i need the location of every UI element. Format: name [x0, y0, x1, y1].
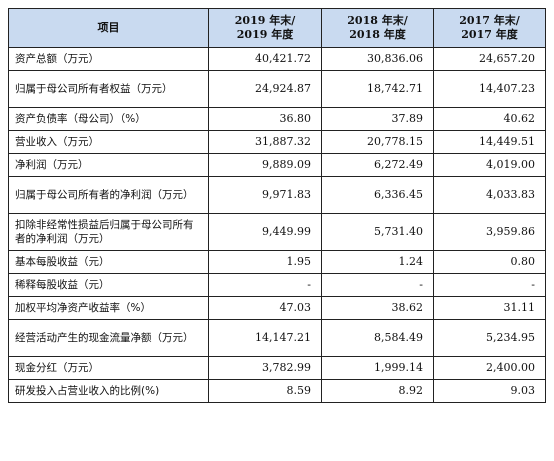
- header-period-3: 2017 年末/2017 年度: [433, 8, 546, 48]
- row-value: 2,400.00: [433, 356, 546, 380]
- row-value: 4,019.00: [433, 153, 546, 177]
- table-row: 资产负债率（母公司）（%） 36.80 37.89 40.62: [8, 107, 546, 131]
- row-value: 0.80: [433, 250, 546, 274]
- row-value: 14,147.21: [208, 319, 322, 357]
- row-value: 31,887.32: [208, 130, 322, 154]
- table-row: 稀释每股收益（元） - - -: [8, 273, 546, 297]
- header-line: 2018 年末/: [347, 14, 408, 27]
- row-value: -: [433, 273, 546, 297]
- header-item: 项目: [8, 8, 209, 48]
- table-row: 加权平均净资产收益率（%） 47.03 38.62 31.11: [8, 296, 546, 320]
- row-value: 6,272.49: [321, 153, 434, 177]
- table-row: 基本每股收益（元） 1.95 1.24 0.80: [8, 250, 546, 274]
- row-value: 1,999.14: [321, 356, 434, 380]
- header-line: 2019 年度: [236, 28, 294, 41]
- table-row: 现金分红（万元） 3,782.99 1,999.14 2,400.00: [8, 356, 546, 380]
- row-value: 9.03: [433, 379, 546, 403]
- row-value: 14,407.23: [433, 70, 546, 108]
- header-line: 项目: [97, 21, 120, 34]
- row-value: 8.92: [321, 379, 434, 403]
- row-value: 37.89: [321, 107, 434, 131]
- header-line: 2019 年末/: [234, 14, 296, 27]
- row-label: 基本每股收益（元）: [8, 250, 209, 274]
- header-period-2: 2018 年末/2018 年度: [321, 8, 434, 48]
- row-value: 36.80: [208, 107, 322, 131]
- row-value: 40.62: [433, 107, 546, 131]
- row-label: 资产负债率（母公司）（%）: [8, 107, 209, 131]
- table-row: 经营活动产生的现金流量净额（万元） 14,147.21 8,584.49 5,234.…: [8, 319, 546, 357]
- row-label: 净利润（万元）: [8, 153, 209, 177]
- row-value: 3,959.86: [433, 213, 546, 251]
- table-row: 归属于母公司所有者的净利润（万元） 9,971.83 6,336.45 4,033.8…: [8, 176, 546, 214]
- row-value: 38.62: [321, 296, 434, 320]
- row-value: 3,782.99: [208, 356, 322, 380]
- header-line: 2018 年度: [349, 28, 406, 41]
- row-value: 14,449.51: [433, 130, 546, 154]
- row-value: 8.59: [208, 379, 322, 403]
- row-value: 31.11: [433, 296, 546, 320]
- row-value: 1.95: [208, 250, 322, 274]
- row-value: 8,584.49: [321, 319, 434, 357]
- table-body: 资产总额（万元） 40,421.72 30,836.06 24,657.20 归属于母公…: [8, 47, 546, 403]
- row-label: 营业收入（万元）: [8, 130, 209, 154]
- row-label: 研发投入占营业收入的比例(%): [8, 379, 209, 403]
- row-label: 加权平均净资产收益率（%）: [8, 296, 209, 320]
- row-value: 1.24: [321, 250, 434, 274]
- row-value: 5,234.95: [433, 319, 546, 357]
- table-row: 营业收入（万元） 31,887.32 20,778.15 14,449.51: [8, 130, 546, 154]
- table-row: 归属于母公司所有者权益（万元） 24,924.87 18,742.71 14,407.…: [8, 70, 546, 108]
- row-value: 20,778.15: [321, 130, 434, 154]
- table-row: 研发投入占营业收入的比例(%) 8.59 8.92 9.03: [8, 379, 546, 403]
- header-period-1: 2019 年末/2019 年度: [208, 8, 322, 48]
- row-value: 6,336.45: [321, 176, 434, 214]
- row-value: 24,924.87: [208, 70, 322, 108]
- financial-table-container: 项目 2019 年末/2019 年度 2018 年末/2018 年度 2017 年末/…: [8, 8, 546, 403]
- row-label: 扣除非经常性损益后归属于母公司所有者的净利润（万元）: [8, 213, 209, 251]
- row-value: -: [321, 273, 434, 297]
- row-value: 9,971.83: [208, 176, 322, 214]
- table-row: 扣除非经常性损益后归属于母公司所有者的净利润（万元） 9,449.99 5,731.…: [8, 213, 546, 251]
- row-label: 现金分红（万元）: [8, 356, 209, 380]
- row-label: 资产总额（万元）: [8, 47, 209, 71]
- row-value: 5,731.40: [321, 213, 434, 251]
- table-row: 资产总额（万元） 40,421.72 30,836.06 24,657.20: [8, 47, 546, 71]
- row-value: 30,836.06: [321, 47, 434, 71]
- table-row: 净利润（万元） 9,889.09 6,272.49 4,019.00: [8, 153, 546, 177]
- header-line: 2017 年末/: [459, 14, 520, 27]
- row-value: -: [208, 273, 322, 297]
- header-row: 项目 2019 年末/2019 年度 2018 年末/2018 年度 2017 年末/…: [8, 8, 546, 48]
- row-value: 18,742.71: [321, 70, 434, 108]
- row-value: 24,657.20: [433, 47, 546, 71]
- table-header: 项目 2019 年末/2019 年度 2018 年末/2018 年度 2017 年末/…: [8, 8, 546, 48]
- financial-summary-table: 项目 2019 年末/2019 年度 2018 年末/2018 年度 2017 年末/…: [8, 8, 546, 403]
- row-value: 4,033.83: [433, 176, 546, 214]
- row-label: 稀释每股收益（元）: [8, 273, 209, 297]
- row-label: 归属于母公司所有者权益（万元）: [8, 70, 209, 108]
- row-value: 40,421.72: [208, 47, 322, 71]
- row-value: 9,449.99: [208, 213, 322, 251]
- row-label: 归属于母公司所有者的净利润（万元）: [8, 176, 209, 214]
- row-label: 经营活动产生的现金流量净额（万元）: [8, 319, 209, 357]
- header-line: 2017 年度: [461, 28, 518, 41]
- row-value: 9,889.09: [208, 153, 322, 177]
- row-value: 47.03: [208, 296, 322, 320]
